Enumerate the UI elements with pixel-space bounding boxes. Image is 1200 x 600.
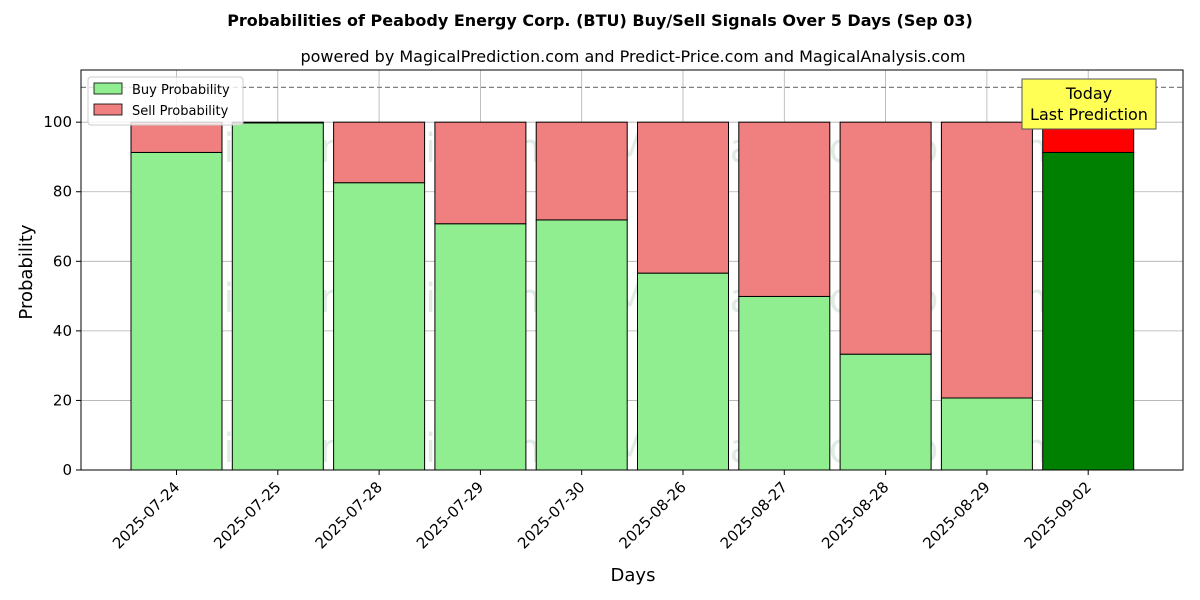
plot-frame (80, 69, 1184, 471)
bar-buy (130, 151, 223, 471)
legend-swatch-buy (93, 82, 123, 95)
legend-swatch-sell (93, 103, 123, 116)
x-tick-label: 2025-07-29 (413, 478, 487, 552)
annotation-line-2: Last Prediction (1030, 105, 1148, 124)
bar-buy (333, 182, 426, 471)
bar-sell (535, 121, 628, 221)
y-tick-label: 0 (62, 461, 72, 479)
bar-buy (738, 295, 831, 471)
annotation-line-1: Today (1065, 84, 1112, 103)
bar-buy (839, 353, 932, 471)
x-tick-label: 2025-07-30 (514, 478, 588, 552)
chart-subtitle: powered by MagicalPrediction.com and Pre… (300, 47, 965, 66)
bar-sell (940, 121, 1033, 399)
bar-sell (738, 121, 831, 297)
bar-buy (940, 397, 1033, 471)
y-tick-label: 60 (53, 252, 72, 270)
bar-sell (637, 121, 729, 274)
x-tick-label: 2025-08-28 (818, 478, 892, 552)
y-tick-label: 80 (53, 183, 72, 201)
bar-sell (839, 121, 932, 355)
y-axis-label: Probability (16, 224, 37, 319)
x-tick-label: 2025-09-02 (1021, 478, 1095, 552)
legend-label-buy: Buy Probability (132, 83, 230, 98)
x-tick-label: 2025-08-27 (717, 478, 791, 552)
x-tick-label: 2025-07-25 (210, 478, 284, 552)
legend-box (87, 76, 244, 126)
bar-buy (637, 272, 729, 471)
y-tick-label: 20 (53, 391, 72, 409)
legend: Buy Probability Sell Probability (87, 76, 244, 126)
bar-buy (1042, 151, 1135, 471)
chart-title: Probabilities of Peabody Energy Corp. (B… (227, 11, 973, 30)
x-tick-label: 2025-08-29 (919, 478, 993, 552)
bar-buy (434, 223, 527, 471)
today-annotation: Today Last Prediction (1021, 78, 1157, 130)
bars (130, 121, 1135, 471)
bar-sell (231, 121, 324, 124)
bar-buy (231, 122, 324, 471)
x-axis: 2025-07-24 2025-07-25 2025-07-28 2025-07-29… (109, 470, 1095, 552)
bar-buy (535, 219, 628, 471)
x-tick-label: 2025-07-24 (109, 478, 183, 552)
x-tick-label: 2025-07-28 (312, 478, 386, 552)
y-tick-label: 40 (53, 322, 72, 340)
y-axis: 0 20 40 60 80 100 (43, 113, 81, 479)
x-tick-label: 2025-08-26 (615, 478, 689, 552)
bar-sell (434, 121, 527, 225)
bar-sell (333, 121, 426, 184)
y-tick-label: 100 (43, 113, 72, 131)
x-axis-label: Days (611, 565, 656, 586)
annotation-box (1021, 78, 1157, 130)
legend-label-sell: Sell Probability (132, 104, 229, 119)
bar-sell (130, 121, 223, 153)
